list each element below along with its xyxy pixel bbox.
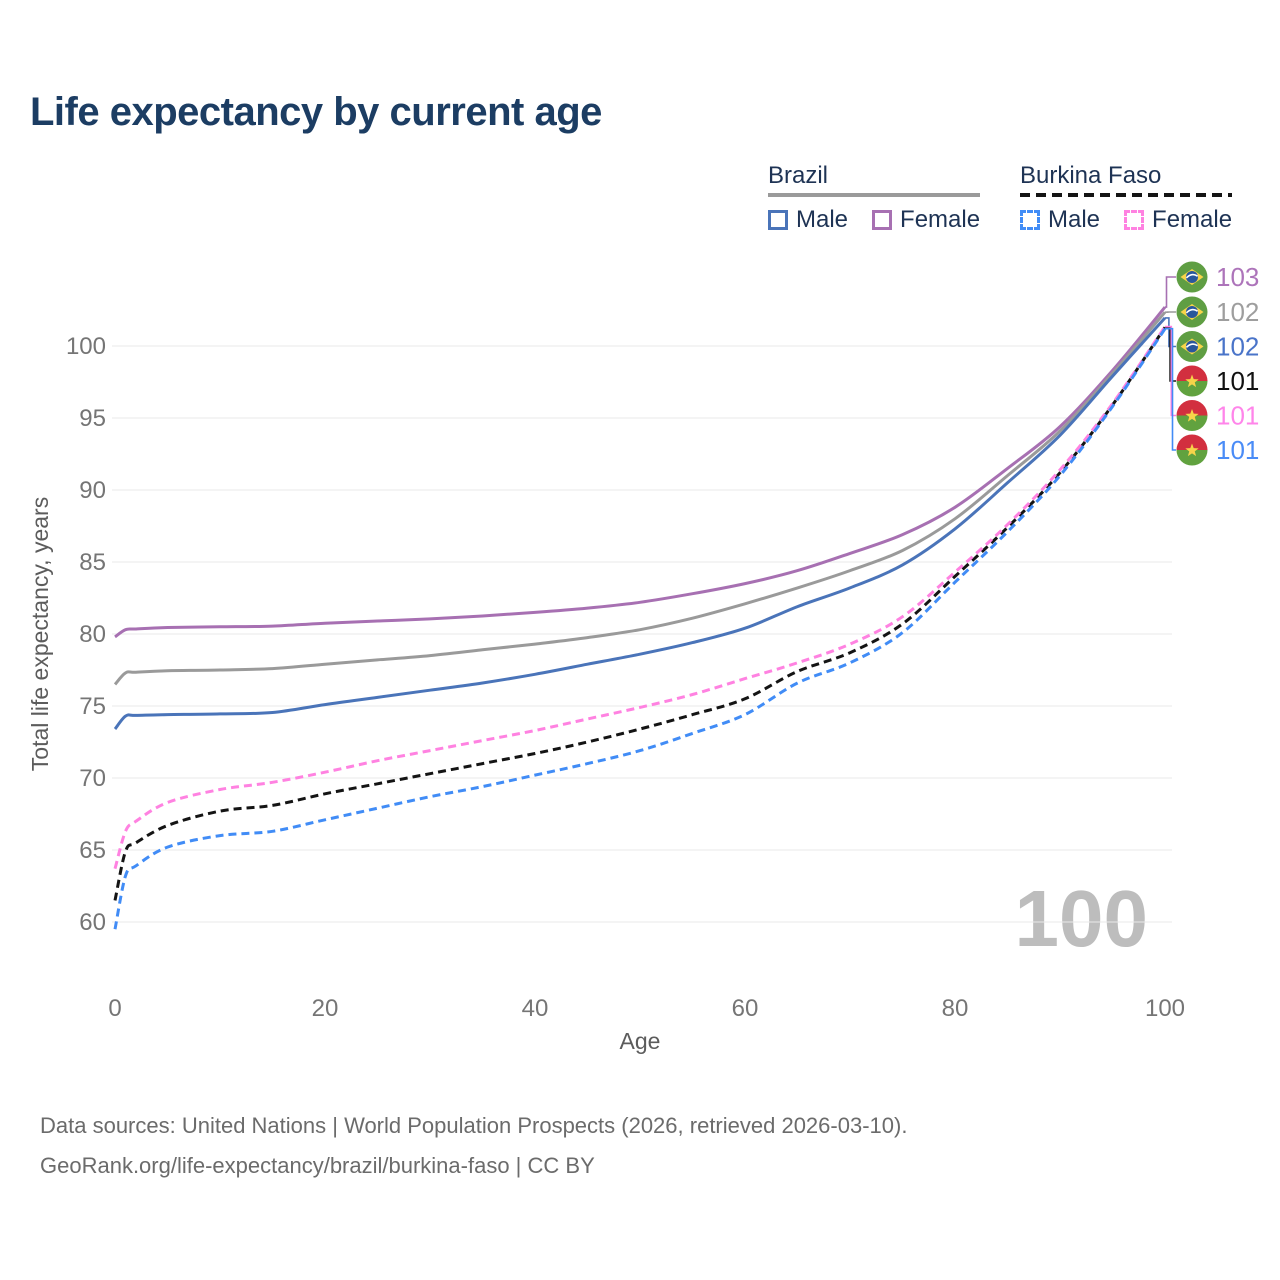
burkina-faso-female-swatch-icon [1124,210,1145,230]
burkina-faso-underline-swatch [1020,193,1233,197]
brazil-male-swatch-icon [768,210,788,230]
burkina-faso-male-swatch-icon [1020,210,1040,230]
legend-country-burkina-faso-label: Burkina Faso [1020,162,1162,189]
footer: Data sources: United Nations | World Pop… [40,1106,907,1186]
line-burkina-faso-female [113,325,1167,870]
gridlines [112,345,1172,923]
end-label-value: 101 [1216,435,1259,465]
y-tick-label: 95 [79,405,106,432]
y-tick-label: 100 [66,333,106,360]
end-label-value: 101 [1216,366,1259,396]
brazil-female-swatch-icon [872,210,893,230]
legend-item-label: Female [1152,206,1233,233]
line-brazil-male [113,316,1167,730]
y-tick-label: 70 [79,765,106,792]
legend: Brazil Male Female Burkina Faso [768,162,1268,242]
legend-item-label: Male [1048,206,1101,233]
x-tick-label: 80 [942,995,969,1022]
x-axis-ticks: 0 20 40 60 80 100 [108,995,1185,1022]
line-brazil-all [113,311,1167,686]
end-label-leader [1165,276,1176,308]
line-burkina-faso-all [113,326,1167,901]
legend-group-burkina-faso: Burkina Faso Male Female [1020,162,1233,234]
y-tick-label: 80 [79,621,106,648]
y-axis-title: Total life expectancy, years [27,497,53,771]
x-tick-label: 20 [312,995,339,1022]
y-tick-label: 85 [79,549,106,576]
x-tick-label: 40 [522,995,549,1022]
legend-item-label: Female [900,206,981,233]
x-axis-title: Age [620,1028,661,1054]
line-burkina-faso-male [113,327,1167,930]
end-label-leader [1165,325,1176,417]
line-brazil-female [114,306,1167,639]
x-tick-label: 60 [732,995,759,1022]
brazil-flag-icon [1176,331,1208,362]
attribution-text: GeoRank.org/life-expectancy/brazil/burki… [40,1153,595,1178]
x-tick-label: 0 [108,995,121,1022]
end-label-leader [1165,327,1176,451]
page-title: Life expectancy by current age [30,90,602,134]
legend-country-burkina-faso[interactable]: Burkina Faso [1020,162,1233,197]
age-watermark: 100 [1015,874,1148,963]
y-tick-label: 75 [79,693,106,720]
legend-group-brazil: Brazil Male Female [768,162,981,234]
legend-item-burkina-faso-female[interactable]: Female [1124,206,1232,234]
y-tick-label: 65 [79,837,106,864]
legend-item-label: Male [796,206,849,233]
end-label-value: 101 [1216,401,1259,431]
legend-item-brazil-female[interactable]: Female [872,206,980,234]
legend-country-brazil-label: Brazil [768,162,829,189]
x-tick-label: 100 [1145,995,1185,1022]
brazil-flag-icon [1176,296,1208,328]
burkina-faso-flag-icon [1176,434,1208,466]
series-lines [113,306,1167,930]
y-axis-ticks: 60 65 70 75 80 85 90 95 100 [66,333,106,936]
end-labels: 103 102 102 101 101 101 [1165,261,1259,466]
burkina-faso-flag-icon [1176,399,1208,431]
y-tick-label: 90 [79,477,106,504]
end-label-value: 102 [1216,332,1259,362]
legend-country-brazil[interactable]: Brazil [768,162,981,197]
end-label-value: 103 [1216,262,1259,292]
end-label-value: 102 [1216,297,1259,327]
y-tick-label: 60 [79,909,106,936]
data-sources-text: Data sources: United Nations | World Pop… [40,1113,908,1138]
brazil-flag-icon [1176,261,1208,293]
legend-item-brazil-male[interactable]: Male [768,206,848,234]
brazil-underline-swatch [768,193,981,197]
burkina-faso-flag-icon [1176,365,1208,397]
legend-item-burkina-faso-male[interactable]: Male [1020,206,1100,234]
